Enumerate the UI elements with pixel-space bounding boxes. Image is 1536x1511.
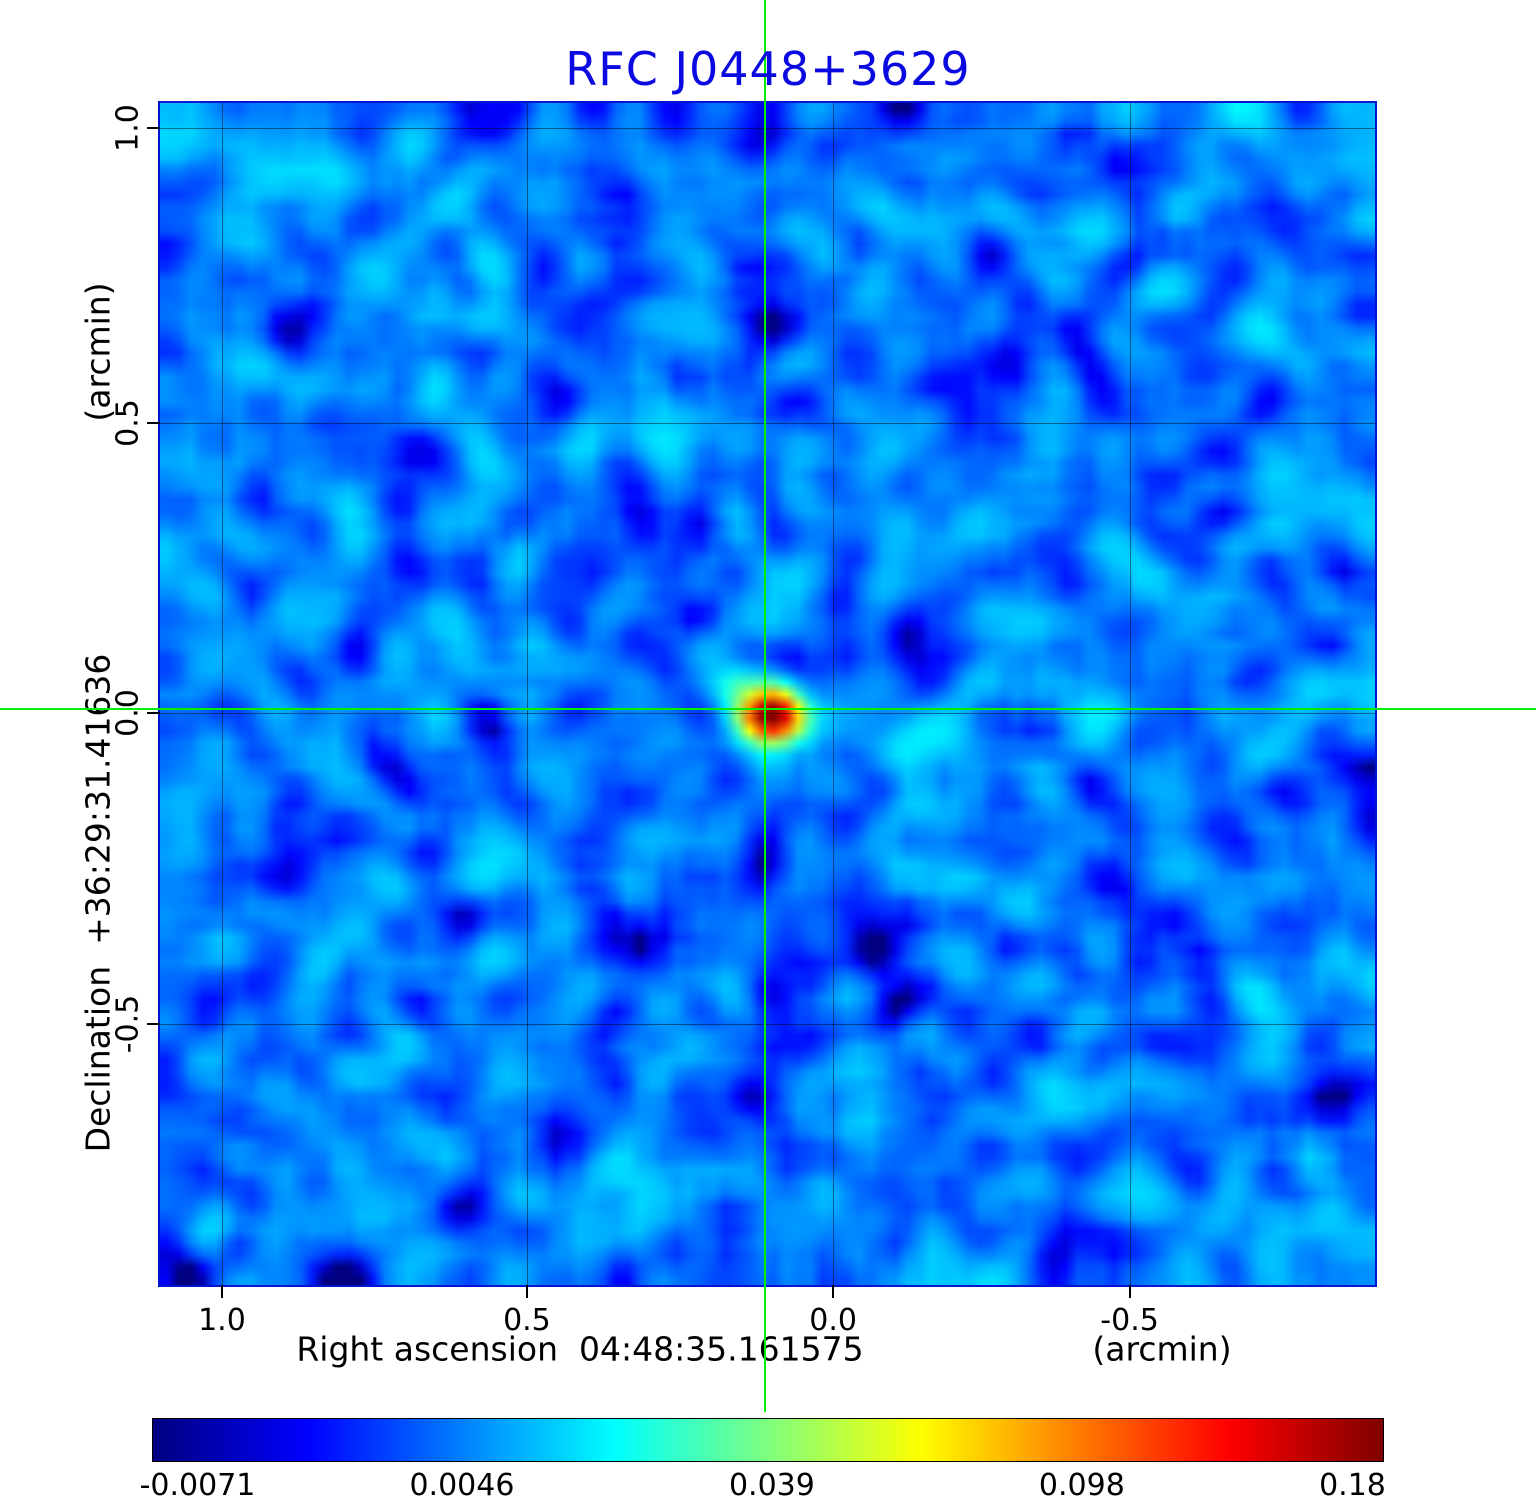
x-tick-mark — [220, 1285, 223, 1298]
y-tick-label: 1.0 — [110, 103, 146, 152]
y-tick-mark — [147, 422, 160, 425]
x-tick-mark — [832, 1285, 835, 1298]
y-axis-unit: (arcmin) — [78, 282, 118, 422]
y-tick-mark — [147, 126, 160, 129]
vertical-gridline — [833, 103, 835, 1285]
x-tick-mark — [525, 1285, 528, 1298]
x-tick-label: 0.0 — [809, 1303, 857, 1338]
x-tick-label: 0.5 — [503, 1303, 551, 1338]
colorbar-tick-label: 0.18 — [1319, 1468, 1386, 1503]
colorbar — [152, 1418, 1384, 1462]
crosshair-horizontal-line — [0, 708, 1536, 711]
x-tick-label: -0.5 — [1100, 1303, 1159, 1338]
x-tick-label: 1.0 — [198, 1303, 246, 1338]
intensity-heatmap-canvas — [160, 103, 1375, 1285]
vertical-gridline — [221, 103, 223, 1285]
y-axis-label: Declination +36:29:31.41636 — [78, 653, 118, 1153]
sky-map-plot — [158, 101, 1377, 1287]
horizontal-gridline — [160, 423, 1375, 425]
vertical-gridline — [526, 103, 528, 1285]
figure-title: RFC J0448+3629 — [565, 42, 971, 96]
horizontal-gridline — [160, 1023, 1375, 1025]
vertical-gridline — [1129, 103, 1131, 1285]
colorbar-tick-label: 0.0046 — [409, 1468, 515, 1503]
x-axis-label: Right ascension 04:48:35.161575 — [296, 1329, 864, 1369]
horizontal-gridline — [160, 712, 1375, 714]
colorbar-tick-label: -0.0071 — [139, 1468, 256, 1503]
colorbar-tick-label: 0.098 — [1038, 1468, 1125, 1503]
colorbar-gradient-canvas — [153, 1419, 1383, 1461]
x-axis-unit: (arcmin) — [1092, 1329, 1232, 1369]
y-tick-mark — [147, 711, 160, 714]
y-tick-mark — [147, 1022, 160, 1025]
x-tick-mark — [1128, 1285, 1131, 1298]
horizontal-gridline — [160, 127, 1375, 129]
crosshair-vertical-line — [764, 0, 767, 1412]
colorbar-tick-label: 0.039 — [728, 1468, 815, 1503]
